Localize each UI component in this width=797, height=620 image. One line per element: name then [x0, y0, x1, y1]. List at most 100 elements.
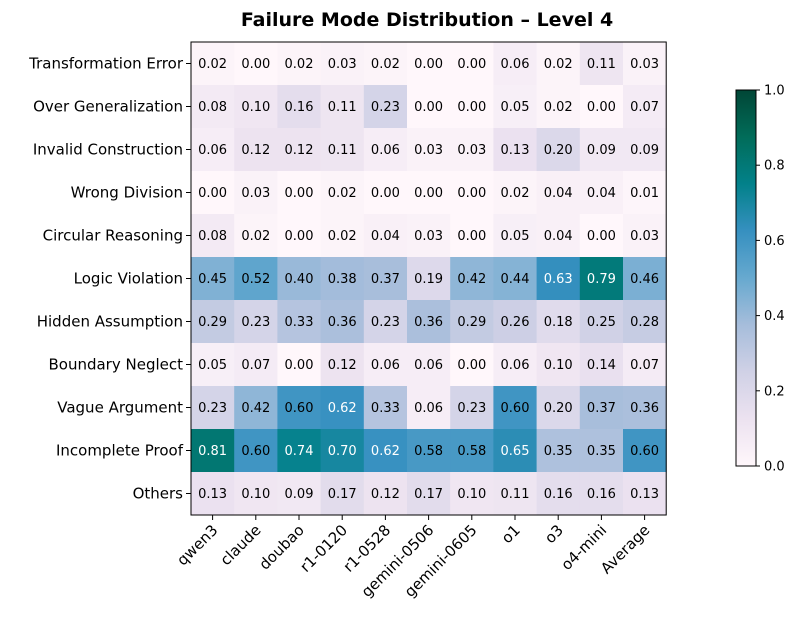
heatmap-cell — [450, 343, 494, 387]
heatmap-cell — [191, 214, 235, 258]
cell-value-label: 0.40 — [285, 272, 314, 287]
cell-value-label: 0.08 — [198, 100, 227, 115]
heatmap-cell — [450, 42, 494, 86]
cell-value-label: 0.01 — [630, 186, 659, 201]
y-tick-label: Transformation Error — [28, 55, 184, 73]
heatmap-cell — [320, 300, 365, 344]
cell-value-label: 0.00 — [457, 57, 486, 72]
heatmap-cell — [191, 128, 235, 172]
cell-value-label: 0.45 — [198, 272, 227, 287]
y-tick-label: Boundary Neglect — [48, 356, 183, 374]
cell-value-label: 0.07 — [630, 358, 659, 373]
y-tick-label: Wrong Division — [71, 184, 183, 202]
cell-value-label: 0.58 — [457, 444, 486, 459]
heatmap-cell — [623, 472, 667, 516]
heatmap-cell — [450, 171, 494, 215]
cell-value-label: 0.28 — [630, 315, 659, 330]
cell-value-label: 0.60 — [241, 444, 270, 459]
cell-value-label: 0.00 — [414, 100, 443, 115]
cell-value-label: 0.19 — [414, 272, 443, 287]
heatmap-cell — [536, 85, 581, 129]
heatmap-cells: 0.02 0.00 0.02 0.03 0.02 0.00 0.00 0.06 0.02 0.11… — [191, 42, 667, 516]
cell-value-label: 0.38 — [328, 272, 357, 287]
heatmap-cell — [407, 386, 451, 430]
heatmap-cell — [536, 42, 581, 86]
cell-value-label: 0.63 — [544, 272, 573, 287]
cell-value-label: 0.05 — [501, 229, 530, 244]
cell-value-label: 0.17 — [328, 487, 357, 502]
heatmap-cell — [493, 472, 538, 516]
cell-value-label: 0.00 — [371, 186, 400, 201]
heatmap-cell — [234, 343, 278, 387]
chart-title: Failure Mode Distribution – Level 4 — [241, 9, 613, 31]
heatmap-cell — [450, 85, 494, 129]
heatmap-cell — [191, 343, 235, 387]
x-axis-tick-labels: qwen3claudedoubaor1-0120r1-0528gemini-05… — [173, 515, 653, 601]
heatmap-cell — [450, 429, 494, 473]
y-axis-tick-labels: Transformation Error Over Generalization I… — [28, 55, 191, 503]
heatmap-cell — [191, 42, 235, 86]
heatmap-cell — [579, 42, 624, 86]
cell-value-label: 0.02 — [328, 186, 357, 201]
heatmap-cell — [536, 472, 581, 516]
cell-value-label: 0.12 — [328, 358, 357, 373]
cell-value-label: 0.35 — [587, 444, 616, 459]
cell-value-label: 0.03 — [414, 229, 443, 244]
cell-value-label: 0.74 — [285, 444, 314, 459]
heatmap-cell — [363, 343, 408, 387]
x-tick-label: qwen3 — [173, 521, 221, 569]
cell-value-label: 0.10 — [457, 487, 486, 502]
heatmap-cell — [623, 343, 667, 387]
heatmap-cell — [579, 386, 624, 430]
heatmap-cell — [363, 128, 408, 172]
y-tick-label: Incomplete Proof — [56, 442, 184, 460]
cell-value-label: 0.10 — [241, 487, 270, 502]
y-tick-label: Invalid Construction — [33, 141, 183, 159]
cell-value-label: 0.60 — [501, 401, 530, 416]
colorbar-gradient — [735, 89, 757, 467]
cell-value-label: 0.11 — [328, 143, 357, 158]
heatmap-cell — [277, 42, 322, 86]
heatmap-cell — [363, 214, 408, 258]
heatmap-cell — [623, 386, 667, 430]
heatmap-cell — [363, 472, 408, 516]
cell-value-label: 0.12 — [371, 487, 400, 502]
cell-value-label: 0.00 — [587, 229, 616, 244]
heatmap-cell — [579, 429, 624, 473]
heatmap-cell — [277, 386, 322, 430]
cell-value-label: 0.44 — [501, 272, 530, 287]
cell-value-label: 0.06 — [198, 143, 227, 158]
heatmap-cell — [407, 257, 451, 301]
cell-value-label: 0.04 — [544, 229, 573, 244]
cell-value-label: 0.02 — [328, 229, 357, 244]
heatmap-cell — [277, 472, 322, 516]
heatmap-cell — [277, 171, 322, 215]
heatmap-cell — [450, 386, 494, 430]
cell-value-label: 0.36 — [328, 315, 357, 330]
cell-value-label: 0.09 — [285, 487, 314, 502]
colorbar-tick-label: 0.8 — [764, 159, 785, 174]
cell-value-label: 0.37 — [371, 272, 400, 287]
cell-value-label: 0.16 — [285, 100, 314, 115]
cell-value-label: 0.18 — [544, 315, 573, 330]
heatmap-cell — [450, 257, 494, 301]
heatmap-cell — [579, 85, 624, 129]
heatmap-cell — [363, 429, 408, 473]
cell-value-label: 0.06 — [414, 401, 443, 416]
heatmap-cell — [277, 85, 322, 129]
heatmap-cell — [234, 171, 278, 215]
heatmap-cell — [450, 300, 494, 344]
cell-value-label: 0.29 — [457, 315, 486, 330]
y-tick-label: Logic Violation — [74, 270, 183, 288]
cell-value-label: 0.13 — [630, 487, 659, 502]
heatmap-cell — [234, 85, 278, 129]
cell-value-label: 0.58 — [414, 444, 443, 459]
cell-value-label: 0.13 — [198, 487, 227, 502]
cell-value-label: 0.11 — [328, 100, 357, 115]
heatmap-cell — [536, 171, 581, 215]
heatmap-cell — [277, 214, 322, 258]
heatmap-cell — [579, 257, 624, 301]
heatmap-cell — [363, 171, 408, 215]
cell-value-label: 0.00 — [285, 229, 314, 244]
